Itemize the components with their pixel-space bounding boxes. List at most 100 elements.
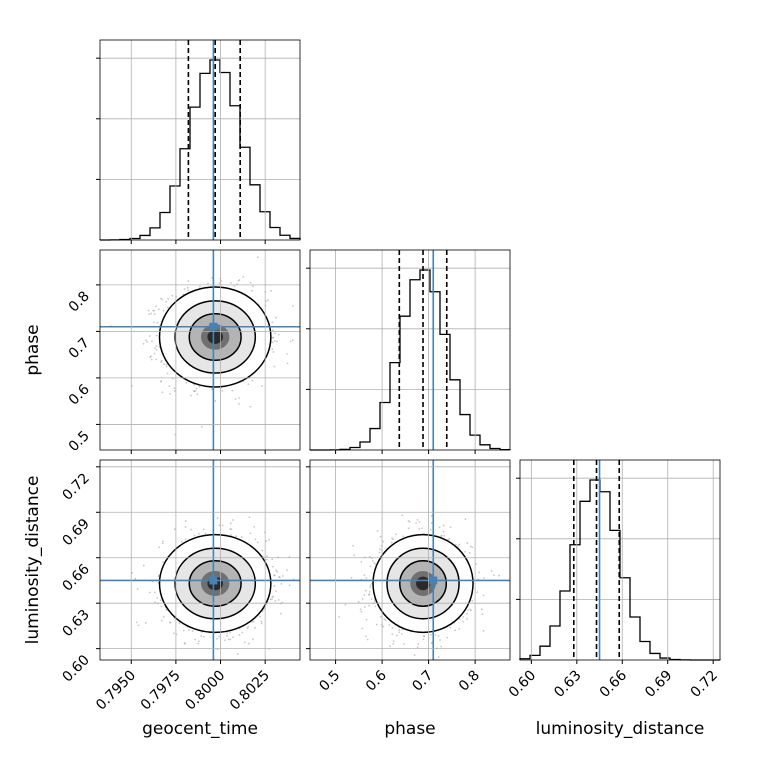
x-tick-label: 0.5 (316, 668, 343, 695)
sample-point (157, 308, 160, 311)
sample-point (364, 635, 367, 638)
sample-point (371, 560, 374, 562)
sample-point (373, 601, 376, 604)
sample-point (443, 534, 446, 537)
sample-point (235, 535, 238, 538)
scatter-panel-geocent_time-vs-luminosity_distance (100, 460, 300, 660)
sample-point (159, 297, 162, 300)
sample-point (229, 638, 232, 641)
sample-point (273, 574, 276, 577)
sample-point (210, 388, 213, 391)
sample-point (468, 551, 471, 554)
sample-point (471, 599, 474, 602)
sample-point (481, 613, 484, 616)
sample-point (280, 612, 282, 615)
sample-point (156, 321, 159, 324)
sample-point (202, 528, 205, 531)
sample-point (273, 339, 276, 342)
sample-point (199, 285, 201, 288)
sample-point (458, 628, 461, 630)
sample-point (260, 622, 263, 625)
sample-point (193, 384, 196, 386)
sample-point (391, 633, 394, 636)
sample-point (169, 621, 172, 624)
density-level (416, 576, 430, 591)
sample-point (449, 526, 452, 529)
sample-point (286, 569, 288, 572)
sample-point (272, 595, 275, 598)
density-layer (100, 460, 300, 660)
sample-point (187, 280, 190, 282)
sample-point (233, 285, 236, 288)
sample-point (203, 635, 205, 638)
sample-point (165, 363, 168, 366)
sample-point (373, 562, 376, 564)
sample-point (464, 518, 467, 521)
sample-point (261, 549, 264, 552)
x-tick-label: 0.60 (506, 668, 539, 701)
panel-frame (99, 249, 301, 451)
sample-point (482, 594, 485, 597)
sample-point (418, 528, 421, 530)
sample-point (265, 558, 268, 561)
sample-point (229, 631, 232, 634)
sample-point (392, 538, 394, 541)
sample-point (369, 584, 372, 587)
sample-point (464, 550, 466, 553)
sample-point (429, 633, 432, 636)
sample-point (490, 569, 493, 572)
sample-point (168, 385, 171, 387)
sample-point (454, 629, 457, 632)
sample-point (159, 599, 162, 602)
sample-point (277, 333, 280, 336)
sample-point (430, 515, 433, 517)
x-tick-label: 0.7 (409, 668, 436, 695)
sample-point (207, 282, 209, 285)
contour-line (158, 533, 272, 634)
sample-point (292, 305, 294, 307)
sample-point (442, 530, 445, 533)
sample-point (261, 384, 263, 387)
sample-point (252, 620, 255, 623)
sample-point (193, 534, 196, 537)
sample-point (375, 623, 378, 626)
sample-point (267, 299, 269, 302)
sample-point (135, 621, 138, 624)
sample-point (230, 528, 233, 531)
sample-point (246, 627, 249, 630)
sample-point (160, 360, 163, 363)
sample-point (391, 627, 394, 629)
sample-point (249, 281, 252, 284)
sample-point (197, 532, 200, 535)
sample-point (421, 527, 423, 530)
sample-point (247, 642, 250, 645)
sample-point (365, 618, 368, 621)
sample-point (147, 309, 150, 312)
sample-point (150, 312, 153, 315)
sample-point (136, 588, 139, 590)
sample-point (195, 387, 198, 390)
sample-point (271, 341, 274, 344)
sample-point (498, 574, 500, 577)
contour-line (386, 547, 460, 620)
sample-point (467, 609, 470, 611)
sample-point (439, 639, 441, 641)
sample-point (272, 336, 275, 339)
sample-point (260, 620, 263, 623)
x-tick-label: 0.6 (363, 667, 390, 694)
sample-point (368, 593, 371, 596)
sample-point (173, 528, 176, 531)
y-tick-label: 0.66 (59, 561, 92, 594)
sample-point (131, 571, 134, 574)
sample-point (166, 306, 169, 309)
sample-point (388, 624, 391, 626)
y-tick-label: 0.7 (66, 335, 93, 362)
sample-point (469, 545, 472, 548)
sample-point (360, 560, 363, 563)
sample-point (259, 615, 262, 618)
sample-point (234, 398, 237, 400)
sample-point (248, 516, 251, 519)
sample-point (165, 365, 168, 368)
panel-frame (99, 39, 301, 241)
sample-point (416, 646, 419, 649)
